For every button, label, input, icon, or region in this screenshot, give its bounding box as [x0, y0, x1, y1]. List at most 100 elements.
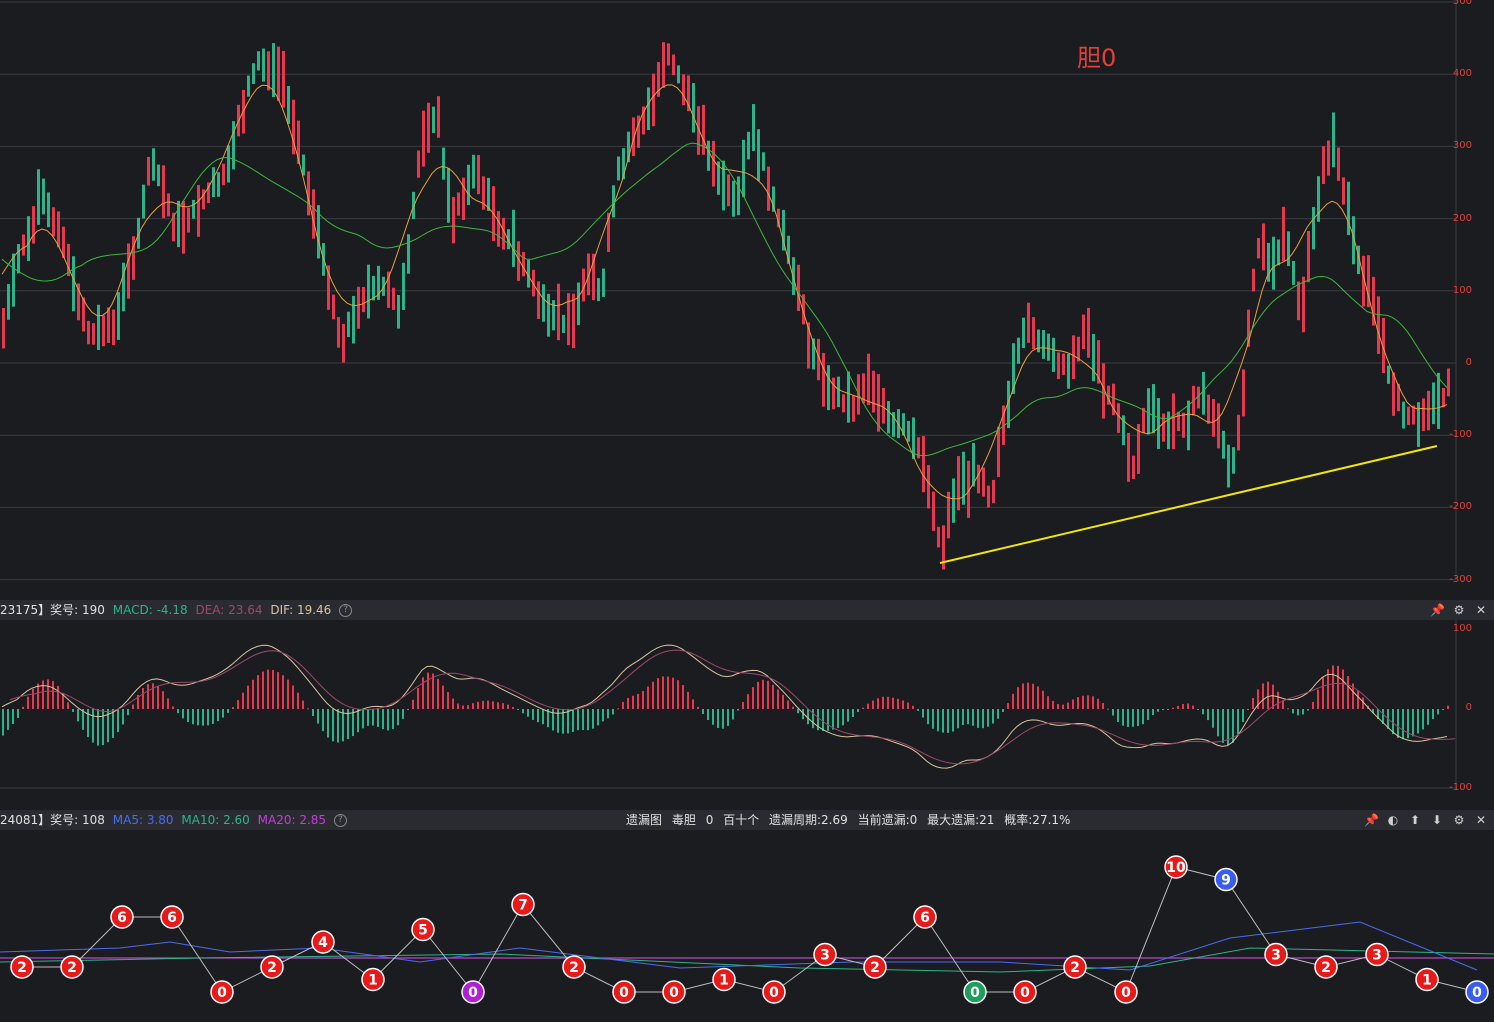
miss-node[interactable]: 3 [1365, 942, 1389, 967]
candle [677, 65, 680, 84]
macd-bar [287, 679, 289, 709]
miss-node[interactable]: 0 [762, 980, 786, 1004]
macd-bar [297, 692, 299, 709]
miss-node[interactable]: 0 [662, 980, 686, 1004]
macd-bar [1007, 703, 1009, 709]
candle [1227, 444, 1230, 488]
miss-node[interactable]: 2 [10, 955, 34, 979]
pin-icon[interactable]: 📌 [1364, 813, 1379, 827]
miss-node-label: 2 [870, 960, 880, 976]
macd-bar [912, 705, 914, 709]
miss-node[interactable]: 2 [60, 955, 84, 979]
help-icon[interactable]: ? [333, 814, 347, 827]
candle [17, 244, 20, 274]
miss-node-label: 2 [17, 960, 27, 976]
miss-node[interactable]: 1 [1415, 967, 1439, 992]
macd-bar [502, 703, 504, 709]
macd-bar [1322, 677, 1324, 709]
miss-node[interactable]: 0 [461, 980, 485, 1004]
macd-bar [842, 709, 844, 726]
close-icon[interactable]: ✕ [1475, 813, 1487, 827]
macd-bar [537, 709, 539, 723]
move-up-icon[interactable]: ⬆ [1409, 813, 1421, 827]
pin-icon[interactable]: 📌 [1430, 603, 1445, 617]
settings-icon[interactable]: ⚙ [1453, 603, 1465, 617]
settings-icon[interactable]: ⚙ [1453, 813, 1465, 827]
miss-node[interactable]: 0 [612, 980, 636, 1004]
y-axis-label: 300 [1452, 140, 1472, 152]
macd-bar [77, 709, 79, 722]
miss-node[interactable]: 2 [1063, 955, 1087, 979]
miss-node-label: 2 [1321, 960, 1331, 976]
miss-node[interactable]: 10 [1164, 855, 1188, 879]
candle [1337, 147, 1340, 181]
macd-bar [52, 681, 54, 709]
candle [387, 271, 390, 308]
miss-node[interactable]: 1 [712, 967, 736, 992]
macd-bar [22, 706, 24, 709]
candle [722, 160, 725, 211]
help-icon[interactable]: ? [339, 604, 353, 617]
macd-bar [892, 697, 894, 709]
macd-bar [982, 709, 984, 729]
miss-node[interactable]: 7 [511, 892, 535, 917]
miss-node[interactable]: 0 [1465, 980, 1489, 1004]
macd-bar [1342, 669, 1344, 709]
miss-node[interactable]: 6 [913, 905, 937, 929]
miss-node[interactable]: 6 [160, 905, 184, 929]
candle [557, 283, 560, 341]
miss-node[interactable]: 6 [110, 905, 134, 929]
candle [927, 465, 930, 509]
macd-bar [597, 709, 599, 726]
macd-bar [132, 704, 134, 709]
macd-bar [962, 709, 964, 725]
macd-bar [407, 709, 409, 711]
macd-bar [782, 694, 784, 709]
miss-node[interactable]: 2 [260, 955, 284, 979]
candle [372, 275, 375, 301]
miss-node[interactable]: 2 [863, 955, 887, 979]
miss-node[interactable]: 2 [562, 955, 586, 979]
miss-node[interactable]: 2 [1314, 955, 1338, 979]
candle [552, 300, 555, 331]
candle [957, 456, 960, 511]
miss-node[interactable]: 9 [1214, 867, 1238, 892]
miss-node[interactable]: 0 [1114, 980, 1138, 1004]
candle [507, 229, 510, 250]
macd-bar [1227, 709, 1229, 746]
candle [267, 51, 270, 91]
move-down-icon[interactable]: ⬇ [1431, 813, 1443, 827]
macd-bar [1192, 705, 1194, 709]
macd-bar [427, 672, 429, 709]
miss-node[interactable]: 3 [1264, 942, 1288, 967]
macd-bar [262, 671, 264, 709]
candlestick-panel: 胆0 500 400 300 200 100 0 -100 -200 -300 [0, 0, 1472, 585]
candle [1047, 333, 1050, 361]
candle [72, 256, 75, 312]
miss-node[interactable]: 0 [210, 980, 234, 1004]
candle [762, 152, 765, 171]
support-trendline [939, 445, 1438, 564]
macd-bar [337, 709, 339, 743]
miss-node[interactable]: 0 [1013, 980, 1037, 1004]
macd-bar [1097, 698, 1099, 709]
miss-node[interactable]: 4 [311, 930, 335, 954]
macd-bar [1362, 697, 1364, 709]
miss-node[interactable]: 5 [411, 917, 435, 942]
palette-icon[interactable]: ◐ [1387, 813, 1399, 827]
macd-bar [417, 688, 419, 709]
candle [297, 120, 300, 164]
candle [92, 323, 95, 345]
macd-bar [522, 709, 524, 714]
miss-node[interactable]: 0 [963, 980, 987, 1004]
macd-bar [482, 700, 484, 709]
candle [527, 259, 530, 288]
miss-node[interactable]: 1 [361, 967, 385, 992]
close-icon[interactable]: ✕ [1475, 603, 1487, 617]
macd-bar [212, 709, 214, 724]
candle [1277, 239, 1280, 266]
candle [1052, 337, 1055, 372]
miss-digit: 0 [705, 813, 714, 827]
miss-node[interactable]: 3 [813, 942, 837, 967]
